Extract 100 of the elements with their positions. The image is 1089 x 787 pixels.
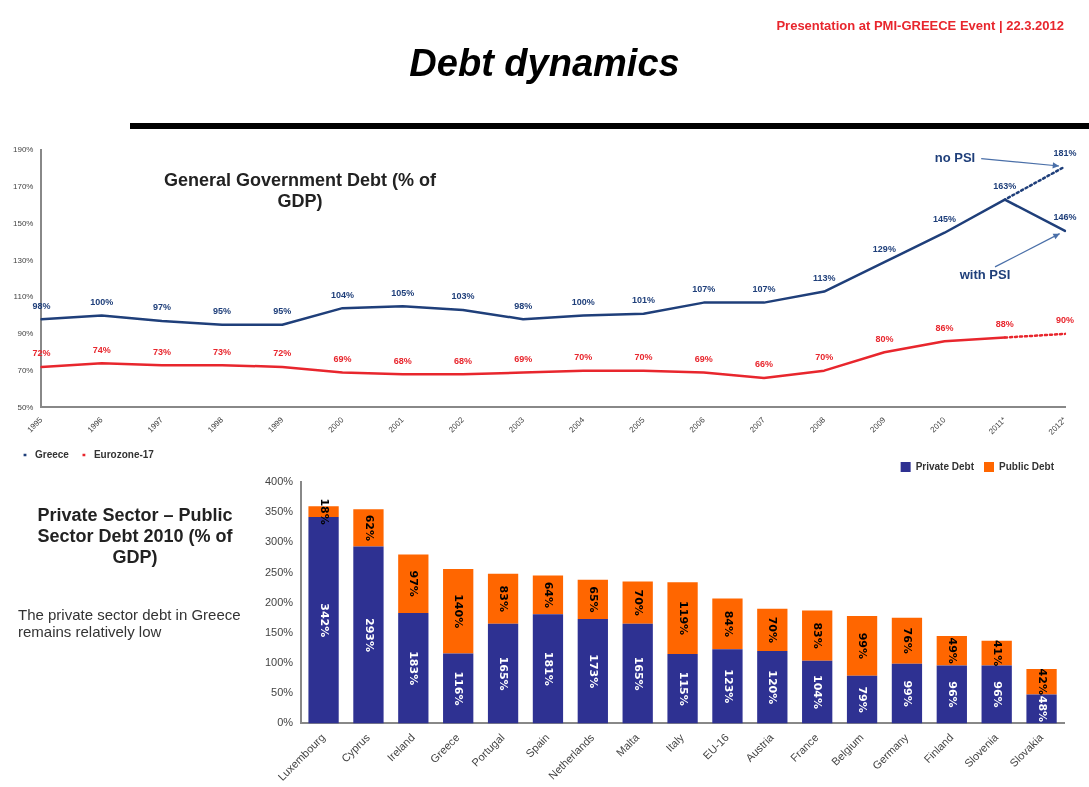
bar	[757, 651, 788, 724]
y-tick-label: 50%	[271, 686, 294, 699]
bar	[712, 598, 743, 650]
y-tick-label: 150%	[264, 625, 294, 638]
data-label: 73%	[152, 346, 171, 357]
bar	[353, 509, 384, 547]
data-label: 146%	[1053, 212, 1077, 223]
bar	[443, 568, 474, 654]
data-label: 120%	[766, 670, 780, 705]
data-label: 88%	[995, 319, 1014, 330]
data-label: 163%	[993, 181, 1017, 192]
data-label: 65%	[586, 586, 600, 613]
data-label: 95%	[273, 306, 292, 317]
data-label: 74%	[92, 344, 111, 355]
y-tick-label: 300%	[264, 535, 294, 548]
bar	[712, 649, 743, 724]
data-label: 173%	[586, 654, 600, 689]
data-label: 42%	[1035, 668, 1049, 695]
data-label: 98%	[514, 300, 533, 311]
y-tick-label: 0%	[277, 716, 294, 729]
bar	[577, 619, 608, 724]
data-label: 68%	[453, 355, 472, 366]
data-label: 105%	[391, 287, 415, 298]
bar	[936, 665, 967, 724]
data-label: 79%	[856, 686, 870, 713]
y-tick-label: 50%	[17, 402, 34, 412]
data-label: 86%	[935, 322, 954, 333]
data-label: 100%	[90, 296, 114, 307]
data-label: 83%	[811, 622, 825, 649]
data-label: 97%	[407, 570, 421, 597]
data-label: 70%	[634, 352, 653, 363]
bar	[398, 554, 429, 613]
data-label: 97%	[152, 302, 171, 313]
data-label: 83%	[497, 585, 511, 612]
data-label: 69%	[514, 353, 533, 364]
y-tick-label: 100%	[264, 656, 294, 669]
bar	[532, 614, 564, 724]
data-label: 96%	[945, 681, 959, 708]
data-label: 73%	[213, 346, 232, 357]
data-label: 165%	[631, 656, 645, 691]
data-label: 181%	[542, 651, 556, 686]
data-label: 145%	[933, 214, 957, 225]
data-label: 76%	[901, 627, 915, 654]
data-label: 70%	[574, 352, 593, 363]
data-label: 18%	[317, 498, 331, 525]
bar	[443, 653, 474, 724]
data-label: 72%	[32, 348, 51, 359]
text: Presentation at PMI-GREECE Event | 22.3.2012	[776, 18, 1064, 33]
legend-label: Greece	[35, 448, 70, 460]
data-label: 96%	[990, 681, 1004, 708]
text: Debt dynamics	[408, 42, 681, 85]
y-tick-label: 130%	[12, 255, 34, 265]
text: Private Sector – Public Sector Debt 2010 (% of GDP)	[36, 505, 234, 568]
data-label: 68%	[393, 355, 412, 366]
data-label: 113%	[812, 273, 836, 284]
data-label: 41%	[990, 639, 1004, 667]
data-label: 64%	[542, 581, 556, 609]
bar	[667, 582, 698, 655]
bar	[487, 623, 519, 724]
y-tick-label: 400%	[264, 475, 294, 488]
y-tick-label: 90%	[17, 329, 34, 339]
data-label: 119%	[676, 601, 690, 636]
annotation: no PSI	[934, 150, 976, 166]
annotation: with PSI	[958, 267, 1011, 283]
text: The private sector debt in Greece remains relatively low	[18, 606, 242, 640]
data-label: 84%	[721, 610, 735, 638]
data-label: 107%	[752, 284, 776, 295]
data-label: 48%	[1035, 695, 1049, 723]
y-tick-label: 110%	[13, 292, 34, 302]
legend-label: Public Debt	[999, 460, 1055, 472]
legend-label: Eurozone-17	[93, 448, 155, 460]
data-label: 181%	[1053, 148, 1077, 159]
y-tick-label: 350%	[264, 505, 294, 518]
bar	[667, 654, 698, 724]
y-tick-label: 250%	[264, 565, 294, 578]
data-label: 72%	[273, 348, 292, 359]
data-label: 293%	[362, 618, 376, 652]
y-tick-label: 170%	[12, 181, 34, 191]
legend-label: Private Debt	[915, 460, 975, 472]
data-label: 98%	[32, 300, 51, 311]
data-label: 104%	[330, 289, 355, 300]
bar	[398, 612, 429, 724]
data-label: 101%	[632, 295, 656, 306]
data-label: 140%	[452, 594, 466, 629]
data-label: 123%	[721, 669, 735, 704]
data-label: 70%	[815, 352, 834, 363]
data-label: 62%	[362, 514, 376, 542]
data-label: 116%	[452, 671, 466, 706]
data-label: 80%	[875, 333, 894, 344]
data-label: 129%	[872, 243, 896, 254]
data-label: 95%	[213, 306, 232, 317]
data-label: 99%	[901, 680, 915, 707]
data-label: 115%	[676, 671, 690, 706]
y-tick-label: 70%	[17, 365, 34, 375]
data-label: 183%	[407, 651, 421, 686]
bar	[622, 623, 653, 724]
x-tick-label: Italy	[663, 730, 687, 754]
y-tick-label: 190%	[12, 145, 34, 155]
data-label: 104%	[811, 675, 825, 710]
data-label: 90%	[1055, 315, 1075, 326]
